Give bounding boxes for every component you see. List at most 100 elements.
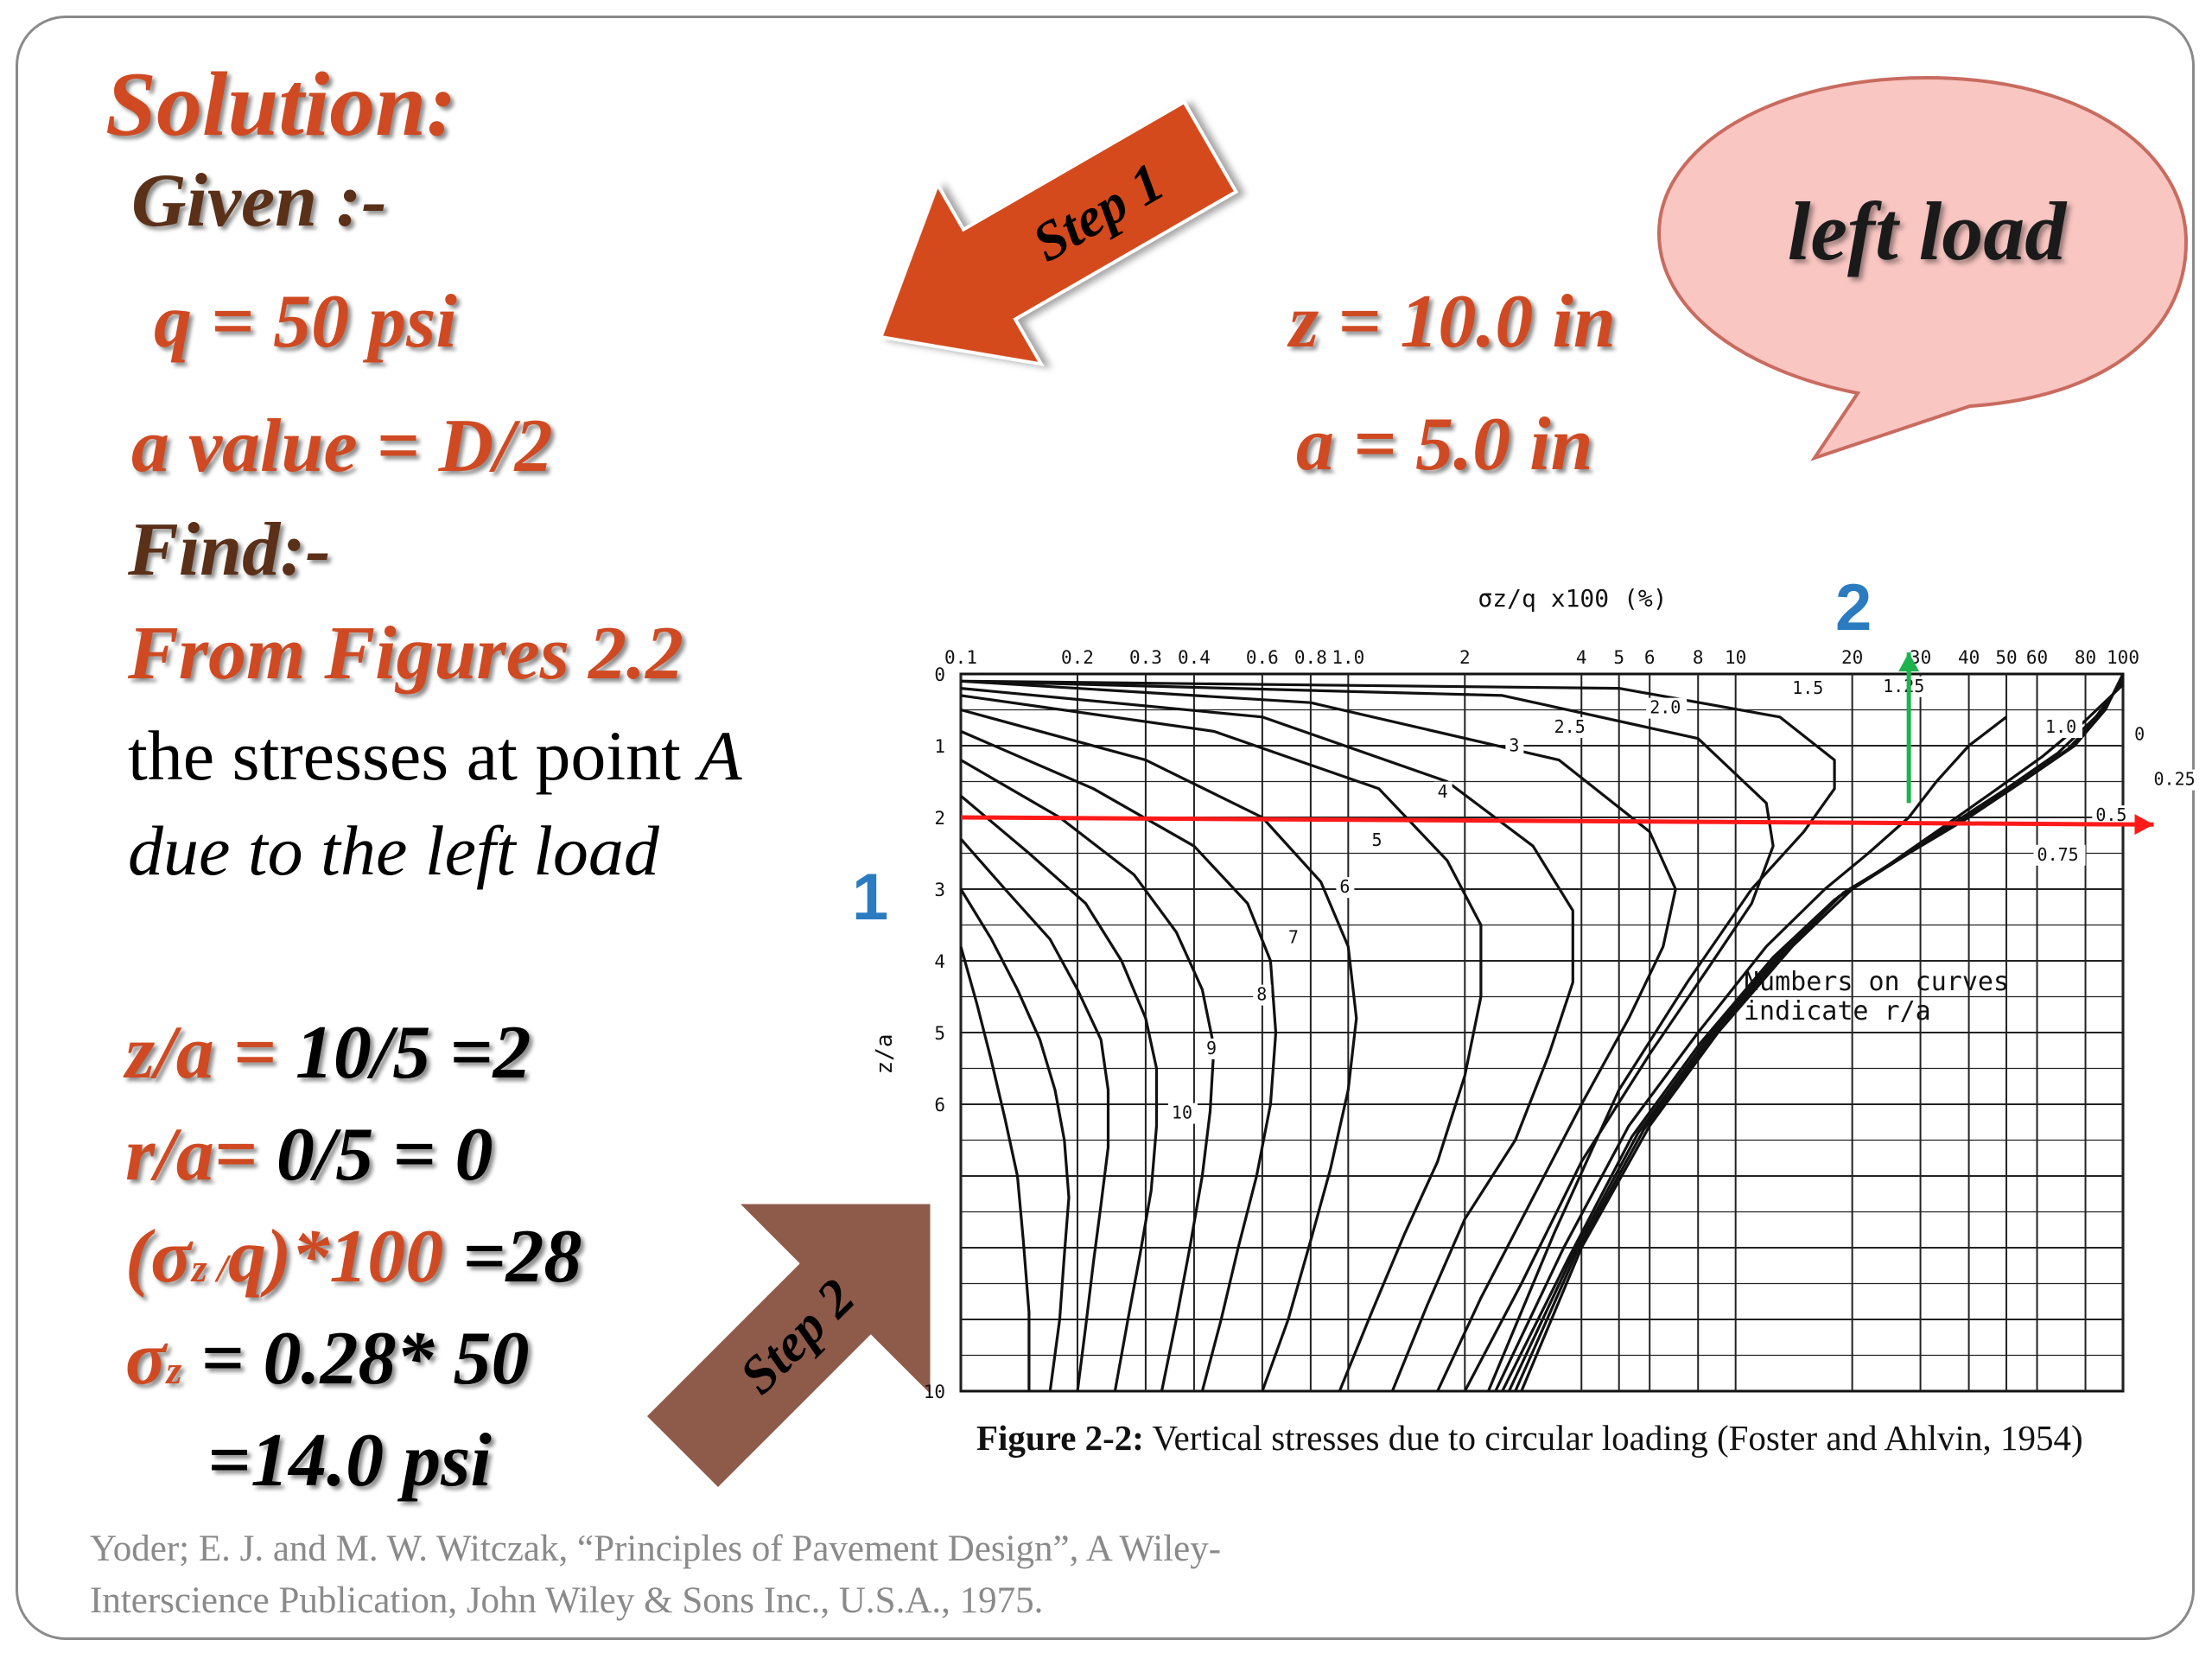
curve-4 xyxy=(960,708,1358,1392)
curve-label: 1.0 xyxy=(2045,716,2076,737)
sigma-lhs: σ xyxy=(125,1317,167,1401)
curve-label: 3 xyxy=(1509,735,1519,756)
x-tick-label: 1.0 xyxy=(1332,647,1364,668)
ra-rhs: 0/5 = 0 xyxy=(276,1113,493,1197)
curve-1.5 xyxy=(960,679,1775,1392)
citation-line1: Yoder; E. J. and M. W. Witczak, “Princip… xyxy=(90,1529,1222,1569)
curve-label-bg xyxy=(2033,844,2086,866)
curve-5 xyxy=(960,729,1278,1392)
x-tick-label: 50 xyxy=(1995,647,2017,668)
curve-label: 4 xyxy=(1438,781,1448,802)
step2-arrow: Step 2 xyxy=(642,1200,934,1492)
x-tick-label: 0.3 xyxy=(1129,647,1162,668)
result-value: =14.0 psi xyxy=(207,1419,492,1503)
y-tick-label: 6 xyxy=(934,1095,945,1116)
x-tick-label: 2 xyxy=(1459,647,1471,668)
x-tick-label: 5 xyxy=(1613,647,1624,668)
x-tick-label: 60 xyxy=(2026,647,2048,668)
y-tick-label: 5 xyxy=(934,1023,945,1044)
curve-label: 0 xyxy=(2134,723,2145,744)
ratio-sub: z / xyxy=(191,1246,228,1290)
x-tick-label: 0.1 xyxy=(944,647,977,668)
ratio-calc: (σz /q)*100 =28 xyxy=(125,1213,582,1300)
ratio-lhs: (σ xyxy=(125,1215,192,1299)
y-tick-label: 3 xyxy=(934,880,945,900)
curve-label-bg xyxy=(1550,717,1592,739)
stress-text: the stresses at point xyxy=(128,716,699,795)
curve-label-bg xyxy=(1284,927,1303,949)
x-tick-label: 100 xyxy=(2107,647,2139,668)
curve-label-bg xyxy=(1433,781,1452,803)
callout-bubble xyxy=(1656,75,2189,461)
curve-2.5 xyxy=(960,687,1574,1392)
chart-note: Numbers on curves xyxy=(1744,967,2009,997)
curve-label: 2.5 xyxy=(1554,716,1586,737)
ratio-rhs: =28 xyxy=(443,1215,582,1299)
curve-8 xyxy=(959,837,1110,1392)
step1-arrow: Step 1 xyxy=(878,99,1239,367)
marker-two: 2 xyxy=(1835,571,1872,645)
step1-arrow-shape xyxy=(878,99,1239,367)
figure-caption: Figure 2-2: Vertical stresses due to cir… xyxy=(976,1417,2083,1459)
curve-7 xyxy=(959,794,1159,1392)
step2-arrow-shape xyxy=(642,1200,934,1492)
curve-label-bg xyxy=(2150,769,2202,791)
curve-label: 10 xyxy=(1172,1103,1192,1123)
curve-label-bg xyxy=(1368,830,1387,852)
curve-label-bg xyxy=(1505,735,1524,757)
marker-one: 1 xyxy=(852,861,889,934)
given-label: Given :- xyxy=(131,159,387,243)
x-tick-label: 8 xyxy=(1693,647,1704,668)
curve-label: 9 xyxy=(1206,1038,1217,1058)
curve-label-bg xyxy=(1167,1103,1198,1124)
curve-0.75 xyxy=(1501,683,2125,1392)
x-tick-label: 0.2 xyxy=(1061,647,1094,668)
x-tick-label: 0.6 xyxy=(1246,647,1279,668)
curve-label: 5 xyxy=(1372,830,1382,850)
callout-text: left load xyxy=(1788,185,2069,277)
curve-9 xyxy=(959,888,1071,1392)
ratio-mid: q)*100 xyxy=(227,1215,444,1299)
curve-2.0 xyxy=(960,679,1677,1392)
red-line-head xyxy=(2134,814,2154,836)
x-tick-label: 20 xyxy=(1841,647,1863,668)
curve-label: 1.25 xyxy=(1883,676,1924,696)
y-tick-label: 0 xyxy=(934,664,945,685)
curve-label-bg xyxy=(1789,678,1830,700)
curve-label: 6 xyxy=(1339,876,1350,897)
curve-label: 0.5 xyxy=(2095,804,2126,825)
curve-label-bg xyxy=(2131,724,2150,746)
z-value: z = 10.0 in xyxy=(1289,280,1616,364)
y-tick-label: 10 xyxy=(924,1382,945,1402)
za-lhs: z/a = xyxy=(125,1011,296,1095)
from-figures: From Figures 2.2 xyxy=(128,612,684,696)
sigma-rhs: = 0.28* 50 xyxy=(181,1317,530,1401)
x-tick-label: 40 xyxy=(1958,647,1980,668)
curve-label: 1.5 xyxy=(1792,677,1823,698)
a-value: a = 5.0 in xyxy=(1296,403,1593,486)
caption-bold: Figure 2-2: xyxy=(976,1418,1144,1458)
curve-1.0 xyxy=(1494,715,2007,1392)
x-tick-label: 4 xyxy=(1576,647,1587,668)
green-arrow-head xyxy=(1898,652,1920,672)
y-tick-label: 4 xyxy=(934,951,945,972)
stress-chart: 0.1 0.2 0.3 0.4 0.6 0.8 1.0 2 4 5 6 8 10 20 30 40 50 60 80… xyxy=(872,584,2202,1402)
stress-text-line1: the stresses at point A xyxy=(128,715,742,797)
ra-lhs: r/a= xyxy=(125,1113,276,1197)
ra-calc: r/a= 0/5 = 0 xyxy=(125,1111,493,1198)
a-value-formula: a value = D/2 xyxy=(131,404,553,488)
chart-note: indicate r/a xyxy=(1744,996,1931,1027)
x-tick-label: 0.8 xyxy=(1294,647,1327,668)
y-tick-label: 2 xyxy=(934,808,945,829)
y-axis-label: z/a xyxy=(872,1034,898,1075)
top-axis-label: σz/q x100 (%) xyxy=(1478,584,1667,613)
curve-label-bg xyxy=(1253,984,1272,1006)
sigma-sub: z xyxy=(166,1348,182,1392)
x-tick-label: 0.4 xyxy=(1178,647,1211,668)
curve-3 xyxy=(960,694,1483,1392)
za-rhs: 10/5 =2 xyxy=(295,1011,531,1095)
curve-label-bg xyxy=(1646,697,1688,719)
x-tick-label: 6 xyxy=(1644,647,1656,668)
curve-label: 0.75 xyxy=(2037,844,2079,865)
curve-label-bg xyxy=(2042,717,2083,739)
